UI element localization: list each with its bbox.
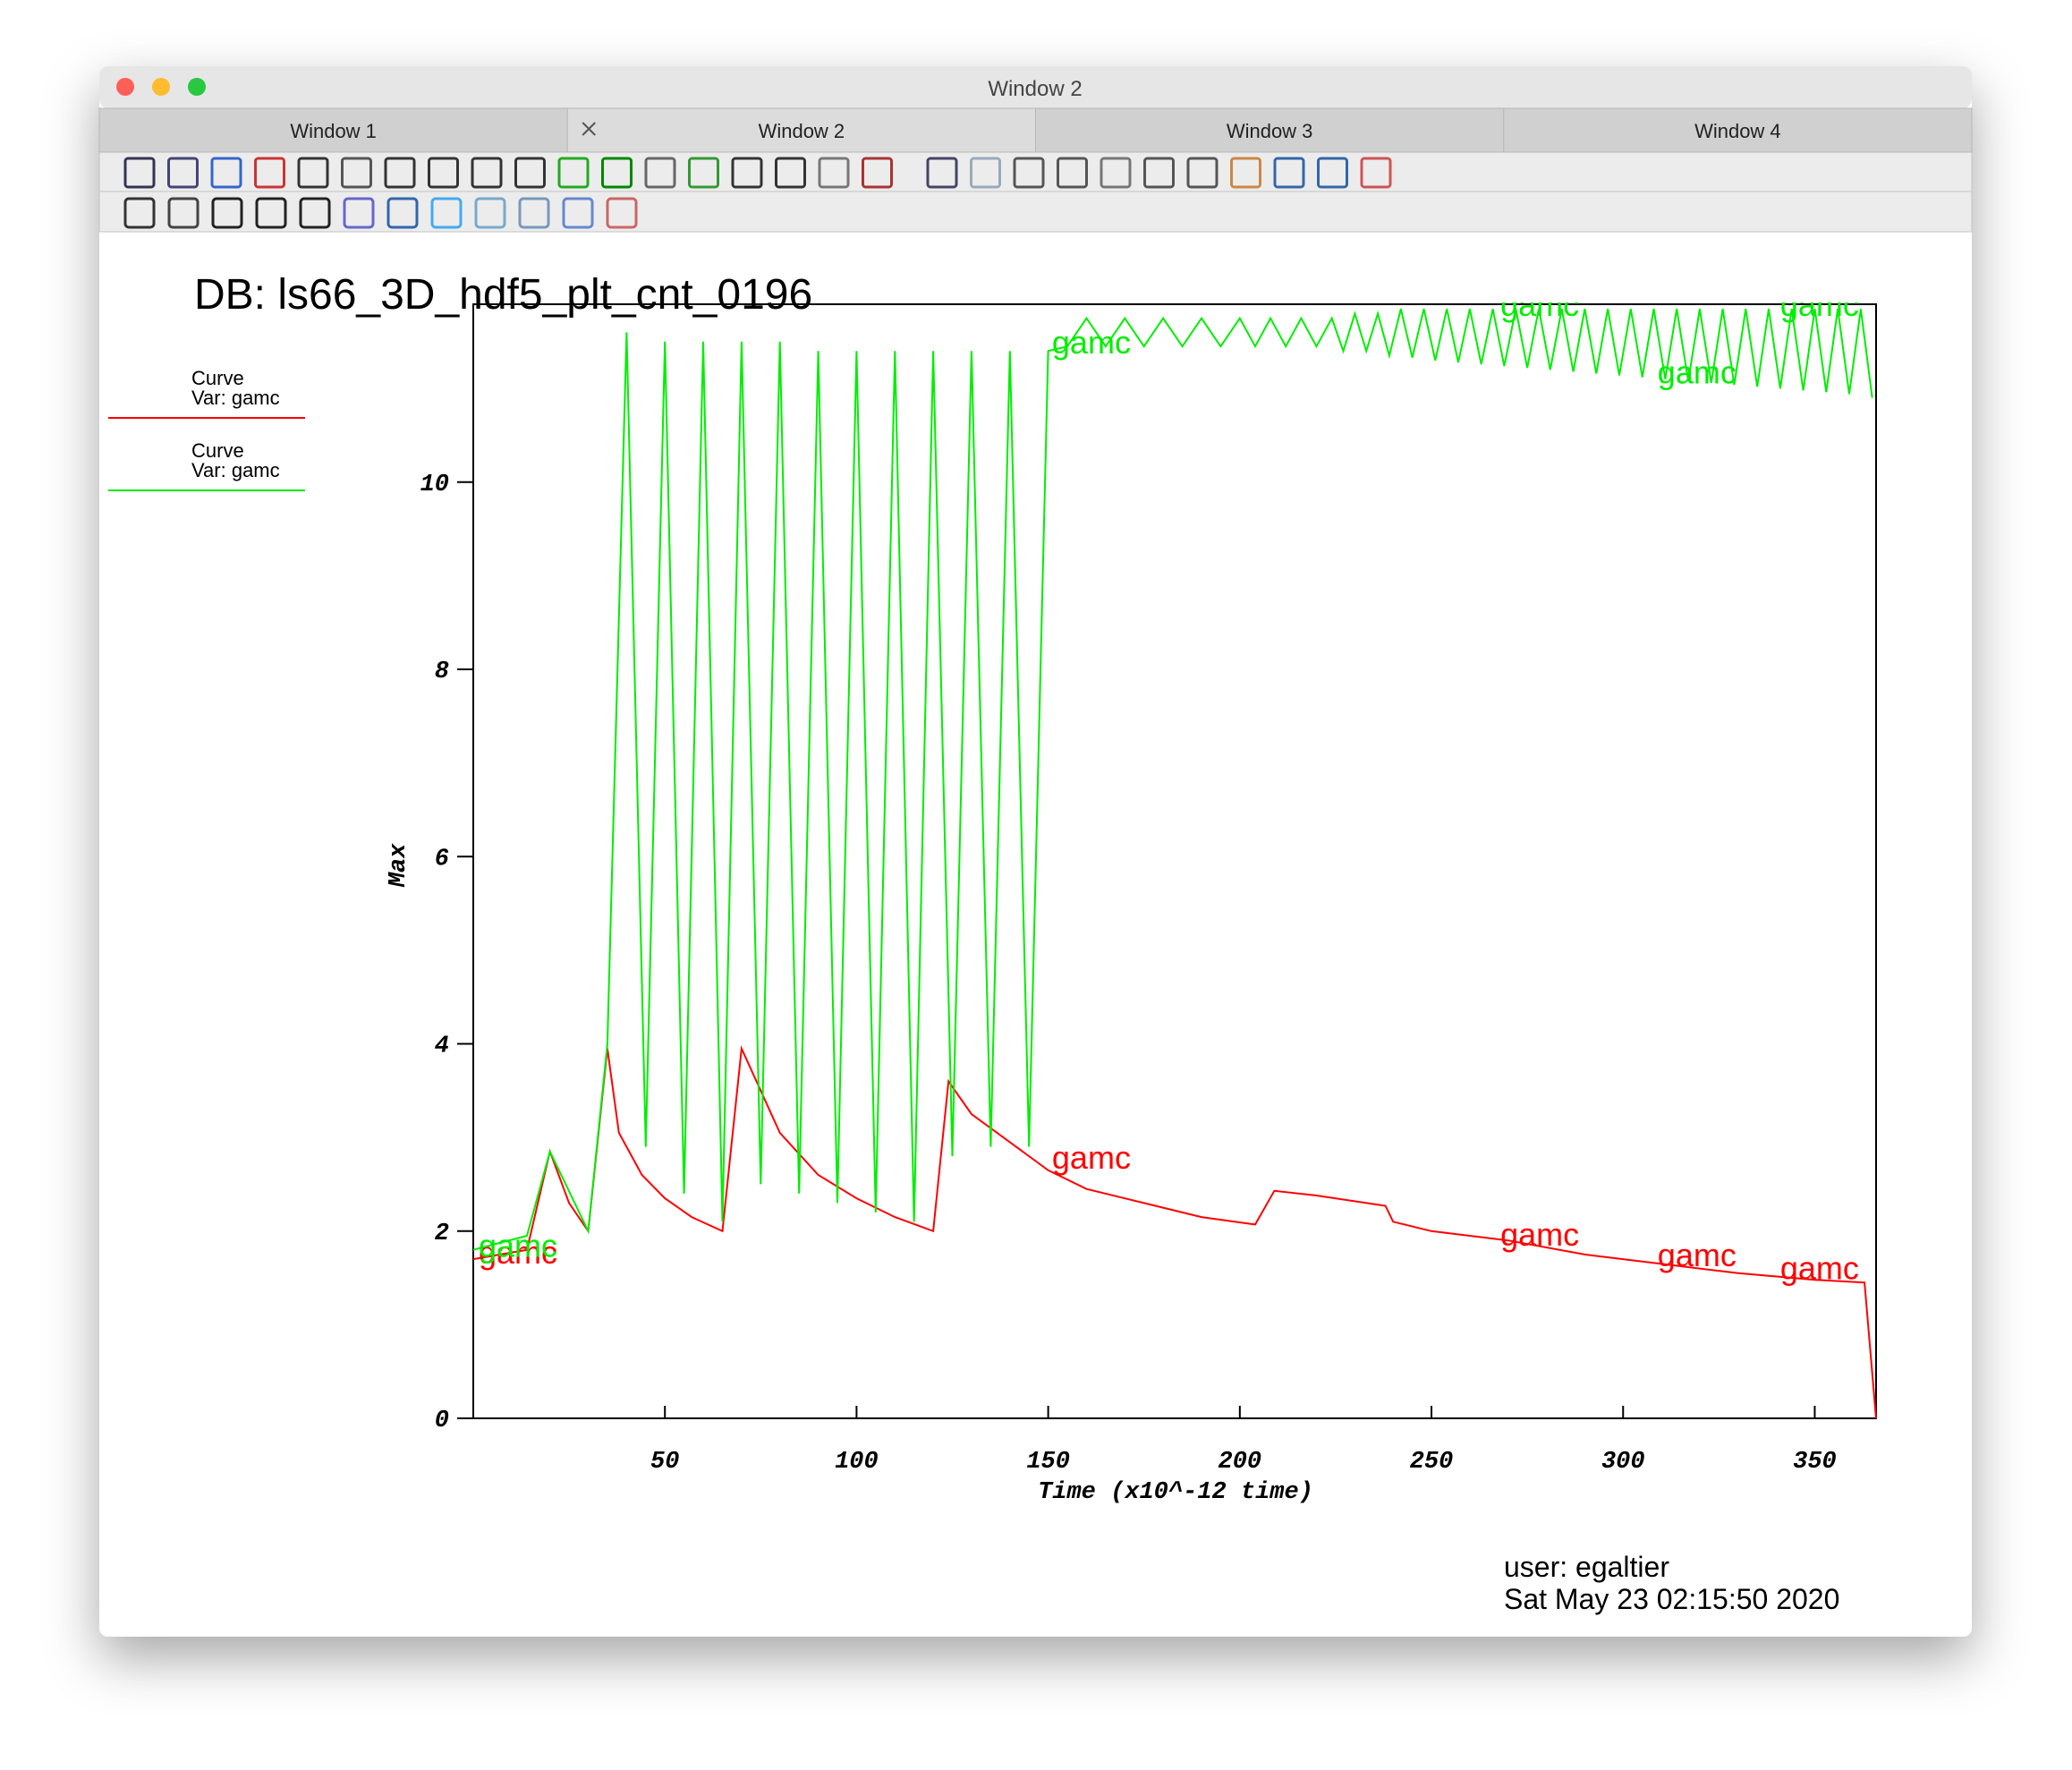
toolbar-button[interactable]: [926, 157, 958, 189]
toolbar-button[interactable]: [1143, 157, 1175, 189]
plot-frame: [472, 303, 1877, 1419]
x-tick-label: 100: [835, 1449, 879, 1476]
toolbar-button[interactable]: [384, 157, 416, 189]
toolbar-button[interactable]: [644, 157, 676, 189]
toolbar-button[interactable]: [1230, 157, 1261, 189]
x-tick-label: 200: [1219, 1449, 1262, 1476]
toolbar-button[interactable]: [211, 197, 243, 229]
tab-label[interactable]: Window 4: [1694, 120, 1781, 142]
window-title: Window 2: [988, 77, 1082, 101]
toolbar-button[interactable]: [210, 157, 242, 189]
tab-label[interactable]: Window 2: [759, 120, 845, 142]
toolbar-button[interactable]: [254, 157, 285, 189]
close-button[interactable]: [116, 78, 134, 96]
y-tick-label: 4: [435, 1034, 449, 1060]
toolbar-button[interactable]: [557, 157, 590, 189]
tab[interactable]: [566, 107, 1036, 153]
footer-date: Sat May 23 02:15:50 2020: [1504, 1583, 1839, 1615]
toolbar-button[interactable]: [474, 197, 506, 229]
y-tick-label: 6: [435, 846, 449, 872]
toolbar-button[interactable]: [255, 197, 287, 229]
x-tick-label: 300: [1601, 1449, 1645, 1476]
zoom-button[interactable]: [188, 78, 206, 96]
toolbar-button[interactable]: [601, 157, 633, 189]
toolbar-button[interactable]: [514, 157, 546, 189]
toolbar-button[interactable]: [1100, 157, 1132, 189]
tab[interactable]: [1503, 107, 1973, 153]
toolbar-button[interactable]: [471, 157, 503, 189]
y-tick-label: 0: [435, 1408, 449, 1434]
tab-close[interactable]: [582, 122, 596, 136]
curve-label: gamc: [1658, 353, 1737, 390]
y-axis-label: Max: [386, 843, 412, 888]
tab-label[interactable]: Window 1: [290, 120, 377, 142]
toolbar-button[interactable]: [562, 197, 594, 229]
curve-label: gamc: [1500, 1216, 1579, 1253]
tab[interactable]: [1035, 107, 1505, 153]
toolbar-button[interactable]: [386, 197, 419, 229]
curve-label: gamc: [479, 1234, 557, 1271]
toolbar-button[interactable]: [167, 197, 200, 229]
tab-label[interactable]: Window 3: [1227, 120, 1313, 142]
toolbar-button[interactable]: [1360, 157, 1392, 189]
title-bar: [99, 66, 1972, 108]
x-tick-label: 50: [650, 1449, 679, 1476]
x-tick-label: 350: [1793, 1449, 1837, 1476]
y-tick-label: 8: [435, 659, 449, 685]
toolbar-button[interactable]: [688, 157, 719, 189]
toolbar-button[interactable]: [343, 197, 375, 229]
toolbar-button[interactable]: [297, 157, 329, 189]
toolbar-button[interactable]: [428, 157, 459, 189]
toolbar-button[interactable]: [862, 157, 893, 189]
toolbar-button[interactable]: [1057, 157, 1088, 189]
toolbar-button[interactable]: [299, 197, 331, 229]
toolbar-button[interactable]: [775, 157, 806, 189]
curve-label: gamc: [1780, 1250, 1859, 1287]
series-line: [473, 1044, 1877, 1419]
curve-label: gamc: [1052, 324, 1131, 361]
toolbar-button[interactable]: [1273, 157, 1305, 189]
minimize-button[interactable]: [152, 78, 170, 96]
toolbar-button[interactable]: [606, 197, 638, 229]
toolbar-button[interactable]: [970, 157, 1001, 189]
toolbar-button[interactable]: [1186, 157, 1219, 189]
y-tick-label: 2: [435, 1221, 449, 1247]
curve-label: gamc: [1052, 1139, 1131, 1176]
x-tick-label: 150: [1026, 1449, 1070, 1476]
toolbar-button[interactable]: [167, 157, 199, 189]
tab[interactable]: [98, 107, 568, 153]
toolbar-button[interactable]: [518, 197, 550, 229]
toolbar-button[interactable]: [1317, 157, 1348, 189]
toolbar-button[interactable]: [123, 157, 156, 189]
toolbar-button[interactable]: [123, 197, 156, 229]
legend-name: Var: gamc: [191, 459, 280, 481]
toolbar-button[interactable]: [818, 157, 850, 189]
toolbar-button[interactable]: [430, 197, 463, 229]
x-axis-label: Time (x10^-12 time): [1038, 1479, 1313, 1506]
legend-label: Curve: [191, 367, 244, 389]
curve-label: gamc: [1658, 1237, 1737, 1273]
x-tick-label: 250: [1410, 1449, 1454, 1476]
series-line: [473, 308, 1873, 1251]
y-tick-label: 10: [420, 472, 449, 498]
toolbar-button[interactable]: [1013, 157, 1045, 189]
toolbar: [98, 191, 1973, 233]
curve-label: gamc: [1500, 286, 1579, 323]
toolbar-button[interactable]: [341, 157, 372, 189]
chart-title: DB: ls66_3D_hdf5_plt_cnt_0196: [194, 271, 812, 319]
legend-label: Curve: [191, 439, 244, 462]
legend-name: Var: gamc: [191, 387, 280, 409]
footer-user: user: egaltier: [1504, 1551, 1669, 1583]
toolbar-button[interactable]: [731, 157, 763, 189]
curve-label: gamc: [1780, 286, 1859, 323]
curve-label: gamc: [479, 1227, 557, 1264]
